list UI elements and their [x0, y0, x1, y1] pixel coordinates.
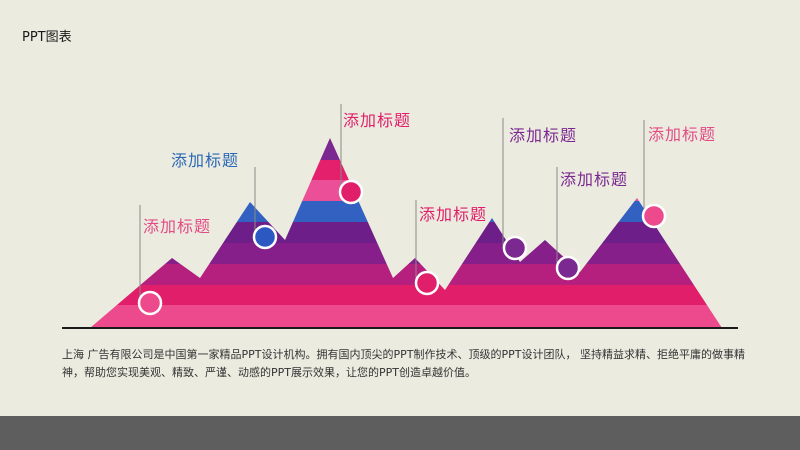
- callout-lines: [139, 104, 645, 302]
- callout-label: 添加标题: [171, 151, 240, 170]
- mountain-stripes: [90, 138, 722, 328]
- stripe-band: [90, 264, 722, 285]
- callout-marker: [338, 179, 364, 205]
- markers: [137, 179, 667, 316]
- callout-marker: [555, 255, 581, 281]
- callout-label: 添加标题: [509, 126, 578, 145]
- callout-label: 添加标题: [343, 111, 412, 130]
- slide-title: PPT图表: [22, 30, 72, 45]
- callout-label: 添加标题: [419, 205, 488, 224]
- body-text: 上海 广告有限公司是中国第一家精品PPT设计机构。拥有国内顶尖的PPT制作技术、…: [62, 348, 745, 379]
- stripe-band: [90, 305, 722, 328]
- callout-label: 添加标题: [560, 170, 629, 189]
- stripe-band: [90, 201, 722, 222]
- callout-label: 添加标题: [648, 125, 717, 144]
- callout-marker: [641, 203, 667, 229]
- footer-bar: [0, 416, 800, 450]
- stripe-band: [90, 180, 722, 201]
- stripe-band: [90, 285, 722, 305]
- callout-marker: [414, 270, 440, 296]
- callout-marker: [252, 224, 278, 250]
- stripe-band: [90, 243, 722, 264]
- callout-label: 添加标题: [143, 217, 212, 236]
- callout-marker: [502, 235, 528, 261]
- stripe-band: [90, 160, 722, 180]
- callout-marker: [137, 290, 163, 316]
- stripe-band: [90, 222, 722, 243]
